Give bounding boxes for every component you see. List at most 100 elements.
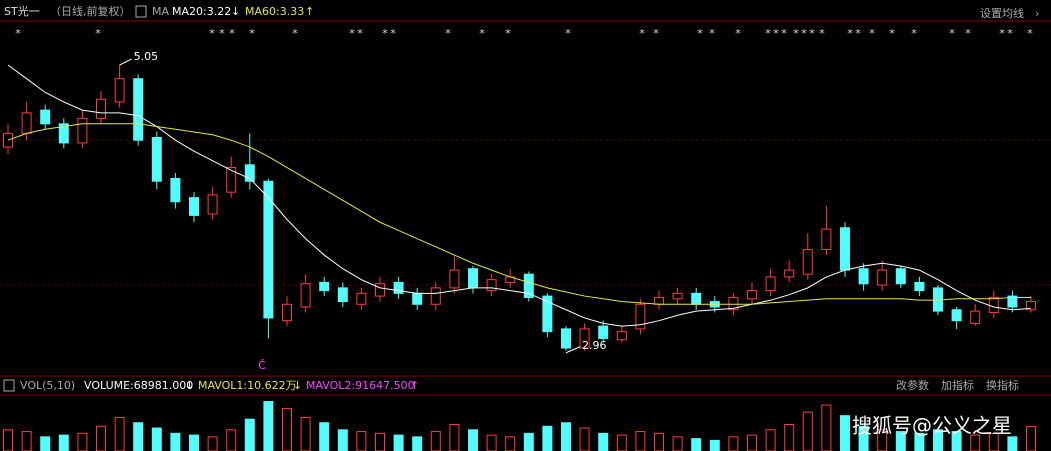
volume-bar [895,431,906,451]
candle-body [449,269,460,289]
volume-bar [40,436,51,451]
vol-name: VOL(5,10) [20,379,75,392]
volume-bar [840,415,850,451]
arrow: ↓ [293,379,302,392]
flag: * [565,27,571,40]
candle-body [58,123,69,144]
candle-body [765,276,776,292]
ma20-line [7,64,1032,327]
candle-body [635,303,646,330]
pointer [565,346,581,354]
candle-body [300,283,311,308]
button[interactable]: 改参数 [896,378,929,392]
volume-bar [375,432,385,451]
candle-body [21,112,32,134]
volume-bar [561,422,571,451]
candle-body [951,309,962,322]
candle-body [244,164,255,182]
candle-body [170,177,181,203]
candle-body [133,78,144,141]
candle-body [430,287,441,305]
volume-bar [542,425,553,451]
icon[interactable] [3,379,15,392]
settings-button[interactable]: 设置均线 [980,6,1024,20]
candle-body [895,268,906,285]
volume-bar [337,429,348,451]
flag: * [949,27,955,40]
candle-body [616,331,627,341]
flag: * [15,27,21,40]
volume-bar [486,434,497,451]
volume-bar [691,438,702,451]
ma60-value: MA60:3.33 [245,5,304,18]
candle-body [96,98,106,119]
volume-bar [654,432,664,451]
volume-bar [207,436,218,451]
volume-bar [449,424,460,451]
candle-body [523,273,534,298]
flag: * [793,27,799,40]
flag: * [819,27,825,40]
candle-body [691,292,702,305]
flag: * [869,27,875,40]
candle-body [821,228,832,251]
volume-bar [3,429,13,451]
volume-bar [244,418,255,451]
volume-bar [58,434,69,451]
icon[interactable] [135,5,147,18]
volume-bar [151,427,162,451]
arrow: ↑ [305,5,314,18]
button[interactable]: 换指标 [986,378,1019,392]
candle-body [337,287,348,303]
volume-bar [1007,436,1018,451]
volume-bar [672,436,683,451]
candle-body [375,283,385,297]
flag: * [95,27,101,40]
candle-body [802,249,813,275]
candle-body [151,136,162,182]
candle-body [1007,295,1018,308]
volume-bar [709,439,720,451]
flag: * [809,27,815,40]
icon[interactable]: › [1035,7,1039,20]
flag: * [765,27,771,40]
flag: * [292,27,298,40]
volume-bar [226,429,237,451]
arrow: ↑ [410,379,419,392]
candle-body [988,296,999,313]
arrow: ↓ [185,379,194,392]
volume-bar [412,436,423,451]
button[interactable]: 加指标 [941,378,974,392]
candle-body [877,269,888,286]
flag: * [781,27,787,40]
marker: Ĉ [258,359,266,372]
candle-body [561,328,571,349]
candle-body [114,78,125,103]
candle-body [728,296,739,311]
ma20-value: MA20:3.22 [172,5,231,18]
volume-bar [951,431,962,451]
flag: * [911,27,917,40]
candle-body [189,197,199,216]
volume-bar [393,434,404,451]
flag: * [855,27,861,40]
volume-bar [598,432,609,451]
candle-body [356,292,367,305]
candle-body [542,295,553,333]
candle-body [77,117,88,144]
flag: * [390,27,396,40]
volume-bar [728,436,739,451]
flag: * [639,27,645,40]
candle-body [207,194,218,215]
volume-bar [21,431,32,451]
flag: * [773,27,779,40]
candle-body [654,296,664,305]
flag: * [505,27,511,40]
flag: * [653,27,659,40]
volume-bar [802,411,813,451]
volume-bar [282,408,292,451]
volume-bar [523,432,534,451]
arrow: ↓ [231,5,240,18]
